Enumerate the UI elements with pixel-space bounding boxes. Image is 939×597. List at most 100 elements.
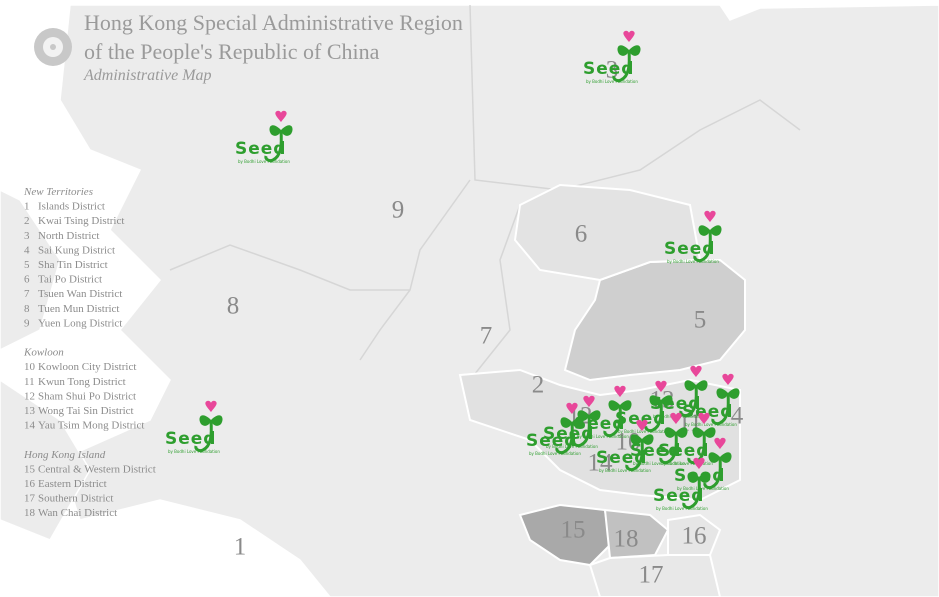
title-line2: of the People's Republic of China	[84, 39, 380, 64]
legend-name: Yau Tsim Mong District	[38, 420, 144, 432]
legend-number: 15	[24, 463, 36, 475]
legend-name: Wong Tai Sin District	[38, 405, 134, 417]
leaf-left	[649, 395, 661, 406]
district-number: 5	[694, 307, 707, 334]
legend-name: Tuen Mun District	[38, 303, 120, 315]
seed-tagline: by Bodhi Love Foundation	[667, 259, 719, 264]
stem	[644, 399, 663, 433]
leaf-right	[676, 427, 688, 438]
sha-tin-area	[563, 258, 746, 382]
district-number: 16	[682, 523, 707, 550]
heart	[693, 457, 705, 469]
leaf-right	[642, 434, 654, 445]
leaf-left	[692, 427, 704, 438]
stem	[612, 49, 631, 83]
legend-name: Sha Tin District	[38, 259, 108, 271]
leaf-left	[617, 45, 629, 56]
legend-name: Tai Po District	[38, 274, 102, 286]
district-number: 7	[480, 323, 493, 350]
seed-logo: Seed	[596, 448, 647, 468]
legend-name: Kowloon City District	[38, 361, 136, 373]
heart	[614, 385, 626, 397]
leaf-left	[630, 434, 642, 445]
seed-logo: Seed	[165, 429, 216, 449]
seed-tagline: by Bodhi Love Foundation	[633, 461, 685, 466]
seed-logo: Seed	[664, 239, 715, 259]
subtitle: Administrative Map	[83, 67, 212, 84]
leaf-right	[620, 400, 632, 411]
legend-number: 1	[24, 201, 30, 213]
heart	[698, 412, 710, 424]
heart	[704, 210, 716, 222]
seed-logo: Seed	[658, 441, 709, 461]
district-number: 15	[561, 517, 586, 544]
leaf-right	[704, 427, 716, 438]
leaf-left	[716, 388, 728, 399]
legend-number: 2	[24, 215, 30, 227]
district-number: 14	[588, 450, 614, 477]
district-number: 8	[227, 293, 240, 320]
legend-name: Sai Kung District	[38, 244, 115, 256]
wan-chai-area	[603, 508, 670, 560]
seed-tagline: by Bodhi Love Foundation	[685, 422, 737, 427]
legend-name: Wan Chai District	[38, 507, 117, 519]
eastern-area	[667, 513, 722, 556]
legend-number: 18	[24, 507, 36, 519]
leaf-left	[687, 472, 699, 483]
heart	[275, 110, 287, 122]
seed-logo: Seed	[235, 139, 286, 159]
heart	[670, 412, 682, 424]
stem	[711, 392, 730, 426]
legend-number: 7	[24, 288, 30, 300]
heart	[714, 437, 726, 449]
heart	[722, 373, 734, 385]
legend-number: 8	[24, 303, 30, 315]
stem	[693, 229, 712, 263]
stem	[682, 476, 701, 510]
district-number: 2	[532, 372, 545, 399]
legend-number: 16	[24, 478, 36, 490]
seed-logo: Seed	[574, 414, 625, 434]
stem	[659, 431, 678, 465]
stem	[679, 384, 698, 418]
seed-logo: Seed	[615, 409, 666, 429]
leaf-right	[589, 410, 601, 421]
seed-logo: Seed	[583, 59, 634, 79]
legend-number: 14	[24, 420, 36, 432]
legend-number: 9	[24, 317, 30, 329]
stem	[555, 421, 574, 455]
legend-name: Eastern District	[38, 478, 107, 490]
stem	[625, 438, 644, 472]
legend-name: Yuen Long District	[38, 317, 122, 329]
legend-number: 17	[24, 493, 36, 505]
seed-tagline: by Bodhi Love Foundation	[529, 451, 581, 456]
legend-number: 6	[24, 274, 30, 286]
stem	[703, 456, 722, 490]
legend-number: 10	[24, 361, 36, 373]
stem	[572, 414, 591, 448]
leaf-left	[608, 400, 620, 411]
legend-number: 5	[24, 259, 30, 271]
seed-tagline: by Bodhi Love Foundation	[238, 159, 290, 164]
emblem	[34, 28, 72, 66]
seed-tagline: by Bodhi Love Foundation	[656, 506, 708, 511]
leaf-left	[269, 125, 281, 136]
leaf-left	[684, 380, 696, 391]
legend-name: Kwun Tong District	[38, 376, 126, 388]
heart	[566, 402, 578, 414]
leaf-right	[696, 380, 708, 391]
leaf-right	[710, 225, 722, 236]
leaf-right	[211, 415, 223, 426]
seed-logo: Seed	[682, 402, 733, 422]
legend-heading: Kowloon	[23, 347, 64, 359]
heart	[636, 419, 648, 431]
legend-number: 4	[24, 244, 30, 256]
